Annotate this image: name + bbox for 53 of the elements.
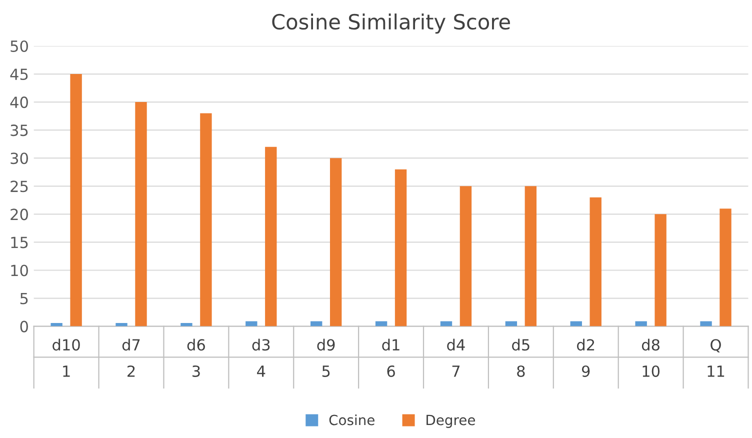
x-tick-label: Q xyxy=(710,339,721,352)
bar xyxy=(394,169,407,326)
y-tick-label: 10 xyxy=(11,264,28,276)
bar xyxy=(200,113,212,326)
x-tick-label: d7 xyxy=(122,338,140,351)
y-tick-label: 0 xyxy=(20,320,28,332)
x-tick-label: d8 xyxy=(642,338,660,351)
bar xyxy=(330,158,342,326)
bar xyxy=(460,186,472,326)
text: 3 xyxy=(192,365,200,377)
text: 8 xyxy=(517,365,525,377)
bar xyxy=(180,322,192,326)
y-tick-label: 25 xyxy=(10,180,28,192)
text: 6 xyxy=(387,365,395,377)
x-tick-label: d2 xyxy=(577,338,594,351)
x-tick-label: d3 xyxy=(252,338,270,351)
x-tick-label: d10 xyxy=(52,338,80,351)
bar xyxy=(524,186,537,326)
text: 11 xyxy=(708,366,724,377)
bar xyxy=(135,102,147,326)
text: 10 xyxy=(642,365,660,377)
bar xyxy=(116,322,128,326)
text: 4 xyxy=(257,366,266,377)
text: 7 xyxy=(452,366,460,377)
bar xyxy=(265,146,277,326)
bar xyxy=(720,208,732,326)
y-tick-label: 40 xyxy=(10,96,28,108)
y-tick-label: 5 xyxy=(20,292,28,304)
legend-label: Cosine xyxy=(329,414,374,426)
text: 1 xyxy=(63,366,70,377)
bar xyxy=(246,321,258,326)
legend-label: Degree xyxy=(426,414,475,428)
y-tick-label: 20 xyxy=(10,208,28,220)
x-tick-label: d9 xyxy=(317,338,335,351)
chart-title: Cosine Similarity Score xyxy=(272,13,510,34)
x-tick-label: d1 xyxy=(382,338,400,351)
bar xyxy=(50,322,62,326)
text: 5 xyxy=(322,366,330,377)
y-tick-label: 50 xyxy=(10,40,28,52)
bar xyxy=(70,74,82,326)
x-tick-label: d6 xyxy=(187,338,205,351)
bar xyxy=(635,321,647,326)
x-tick-label: d4 xyxy=(447,338,465,351)
x-tick-label: d5 xyxy=(512,338,530,351)
text: 2 xyxy=(128,365,135,377)
bar xyxy=(654,214,666,326)
y-tick-label: 15 xyxy=(11,236,28,248)
bar xyxy=(590,197,602,326)
text: 9 xyxy=(582,365,590,377)
y-tick-label: 45 xyxy=(10,68,28,80)
bar xyxy=(700,321,712,326)
y-tick-label: 35 xyxy=(10,124,28,136)
y-tick-label: 30 xyxy=(10,152,28,164)
